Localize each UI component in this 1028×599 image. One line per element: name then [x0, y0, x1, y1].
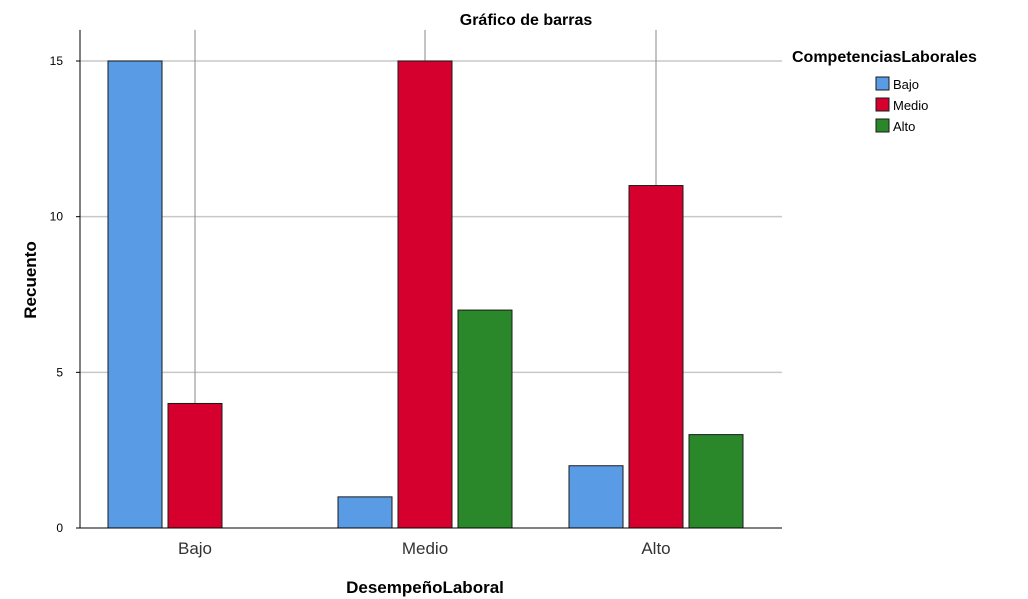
y-tick-label: 15	[50, 54, 64, 68]
y-tick-label: 0	[56, 521, 63, 535]
x-tick-label: Alto	[641, 539, 670, 558]
chart-title: Gráfico de barras	[460, 12, 593, 29]
legend-swatch-medio	[875, 97, 890, 112]
y-tick-label: 5	[56, 365, 63, 379]
x-axis-title: DesempeñoLaboral	[346, 578, 504, 597]
y-axis-title: Recuento	[21, 241, 40, 318]
legend-items: Bajo Medio Alto	[875, 76, 928, 134]
legend-label-bajo: Bajo	[893, 77, 919, 92]
legend: CompetenciasLaborales Bajo Medio Alto	[792, 49, 977, 134]
bar-alto-alto	[688, 434, 744, 529]
legend-swatch-alto	[875, 118, 890, 133]
bar-alto-medio	[628, 185, 684, 529]
bar-alto-bajo	[568, 465, 624, 529]
bar-medio-alto	[457, 309, 513, 529]
bars	[107, 60, 744, 529]
bar-bajo-medio	[167, 402, 223, 529]
x-tick-labels: Bajo Medio Alto	[178, 539, 671, 558]
legend-label-alto: Alto	[893, 119, 915, 134]
x-tick-label: Bajo	[178, 539, 212, 558]
bar-medio-medio	[397, 60, 453, 529]
legend-label-medio: Medio	[893, 98, 928, 113]
y-tick-labels: 0 5 10 15	[50, 54, 80, 535]
legend-title: CompetenciasLaborales	[792, 49, 977, 66]
bar-medio-bajo	[337, 496, 393, 529]
x-tick-label: Medio	[402, 539, 448, 558]
legend-swatch-bajo	[875, 76, 890, 91]
y-tick-label: 10	[50, 210, 64, 224]
bar-bajo-bajo	[107, 60, 163, 529]
